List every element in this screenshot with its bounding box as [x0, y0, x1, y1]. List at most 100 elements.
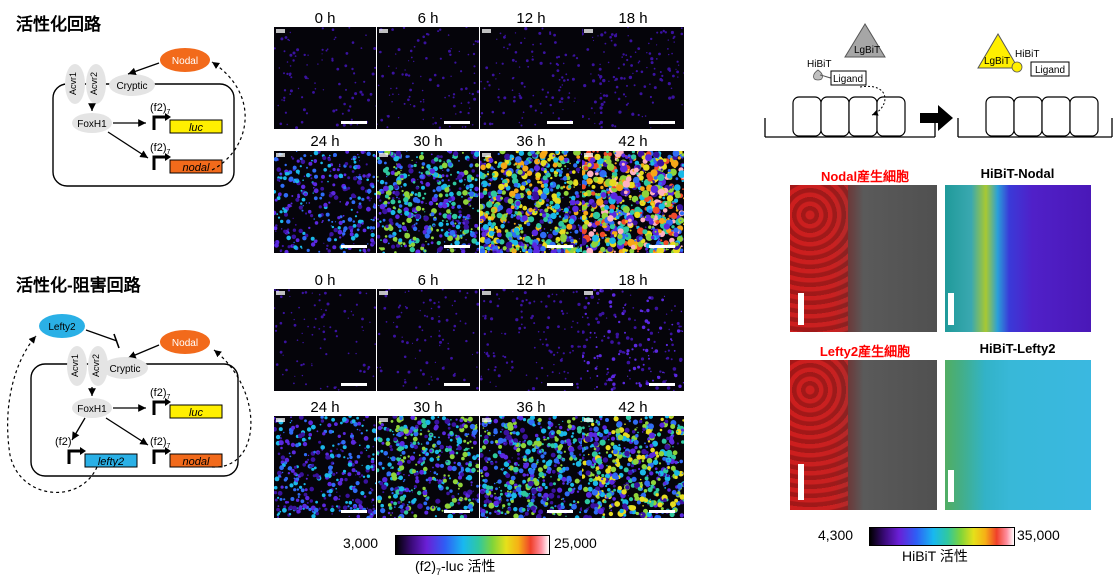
- cell-layer-after: [957, 96, 1113, 138]
- luc-gene: [169, 404, 223, 419]
- scale-bar: [948, 293, 954, 325]
- hibit-colorbar: [869, 527, 1015, 546]
- hibit-colorbar-min: 4,300: [818, 527, 854, 543]
- luminescence-image-panel: [582, 27, 684, 129]
- timepoint-label: 42 h: [618, 399, 648, 416]
- nodal-cells-image: [790, 185, 937, 332]
- luminescence-image-panel: [480, 289, 582, 391]
- nodal-gene-label: nodal: [183, 456, 210, 468]
- transition-arrow-icon: [920, 105, 953, 131]
- lefty2-gene-label: lefty2: [98, 456, 124, 468]
- hibit-colorbar-label: HiBiT 活性: [902, 548, 968, 564]
- timepoint-label: 0 h: [314, 272, 336, 289]
- luc-colorbar-label: (f2)7-luc 活性: [415, 558, 496, 577]
- scale-bar: [341, 245, 367, 248]
- scale-bar: [444, 245, 470, 248]
- timepoint-label: 36 h: [516, 133, 546, 150]
- lefty2-ligand-label: Lefty2: [48, 322, 76, 333]
- luminescence-image-panel: [377, 289, 479, 391]
- scale-bar: [341, 121, 367, 124]
- foxh1-factor: [72, 398, 112, 418]
- luminescence-image-panel: [377, 27, 479, 129]
- timepoint-label: 18 h: [618, 10, 648, 27]
- promoter-arrow-nodal: [152, 449, 166, 464]
- f2-label-nodal: (f2)7: [150, 436, 171, 450]
- luminescence-image-panel: [480, 27, 582, 129]
- luminescence-image-panel: [582, 151, 684, 253]
- promoter-arrow-luc: [152, 400, 166, 415]
- nodal-ligand: [160, 48, 210, 72]
- acvr2-label: Acvr2: [91, 354, 101, 377]
- luminescence-image-panel: [274, 151, 376, 253]
- timepoint-label: 18 h: [618, 272, 648, 289]
- luminescence-image-panel: [582, 416, 684, 518]
- cell-layer-before: [764, 96, 936, 138]
- lefty2-gene: [84, 453, 138, 468]
- timepoint-label: 36 h: [516, 399, 546, 416]
- scale-bar: [444, 383, 470, 386]
- luminescence-image-panel: [274, 416, 376, 518]
- timepoint-label: 24 h: [310, 399, 340, 416]
- activation-inhibition-circuit-title: 活性化-阻害回路: [16, 276, 141, 295]
- luc-gene-label: luc: [189, 407, 204, 419]
- luc-gene-label: luc: [189, 122, 204, 134]
- foxh1-to-nodal-arrow: [105, 417, 149, 446]
- scale-bar: [649, 383, 675, 386]
- luminescence-image-panel: [274, 27, 376, 129]
- scale-bar: [649, 510, 675, 513]
- acvr2-receptor: [86, 64, 106, 104]
- promoter-arrow-lefty2: [67, 449, 81, 464]
- timepoint-label: 42 h: [618, 133, 648, 150]
- lefty2-inhibition-line: [85, 329, 118, 342]
- scale-bar: [444, 121, 470, 124]
- luminescence-image-panel: [274, 289, 376, 391]
- hibit-lefty2-title: HiBiT-Lefty2: [979, 341, 1056, 356]
- f2-label-nodal: (f2)7: [150, 142, 171, 156]
- nodal-gene: [169, 453, 223, 468]
- luc-gene: [169, 119, 223, 134]
- promoter-arrow-nodal: [152, 155, 166, 170]
- hibit-label: HiBiT: [807, 59, 831, 70]
- scale-bar: [798, 293, 804, 325]
- lefty2-cells-title: Lefty2産生細胞: [819, 344, 911, 359]
- scale-bar: [341, 383, 367, 386]
- luc-colorbar-max: 25,000: [554, 535, 597, 551]
- f2-label-luc: (f2)7: [150, 387, 171, 401]
- timepoint-label: 30 h: [413, 399, 443, 416]
- hibit-bound-icon: [1011, 61, 1023, 73]
- luminescence-image-panel: [377, 151, 479, 253]
- nodal-gene: [169, 159, 223, 174]
- circuit-diagrams: Acvr1 Acvr2 Cryptic Nodal FoxH1 (f2)7 lu…: [7, 48, 252, 494]
- acvr1-receptor: [65, 64, 85, 104]
- foxh1-to-lefty2-arrow: [71, 417, 86, 441]
- timepoint-label: 24 h: [310, 133, 340, 150]
- timepoint-label: 12 h: [516, 10, 546, 27]
- nodal-binding-arrow: [127, 344, 160, 359]
- ligand-label-complex: Ligand: [1035, 65, 1065, 76]
- timepoint-label: 0 h: [314, 10, 336, 27]
- nodal-gene-label: nodal: [183, 162, 210, 174]
- cryptic-label: Cryptic: [109, 364, 140, 375]
- hibit-colorbar-max: 35,000: [1017, 527, 1060, 543]
- acvr1-receptor: [67, 346, 87, 386]
- hibit-nodal-image: [945, 185, 1091, 332]
- foxh1-factor: [72, 113, 112, 133]
- scale-bar: [547, 245, 573, 248]
- f2-label-luc: (f2)7: [150, 102, 171, 116]
- ligand-box-complex: [1030, 61, 1070, 77]
- lgbit-hibit-complex-icon: [977, 33, 1019, 69]
- scale-bar: [649, 245, 675, 248]
- secretion-arrow: [859, 85, 886, 116]
- scale-bar: [341, 510, 367, 513]
- cryptic-label: Cryptic: [116, 81, 147, 92]
- hibit-label-complex: HiBiT: [1015, 49, 1039, 60]
- nodal-secretion-arrow: [211, 349, 252, 468]
- f2-label-lefty2: (f2): [55, 436, 72, 448]
- hibit-tag-icon: [813, 69, 823, 81]
- acvr1-label: Acvr1: [70, 354, 80, 377]
- lefty2-inhibition-bar: [113, 333, 120, 349]
- nodal-secretion-arrow: [211, 61, 246, 171]
- ligand-label: Ligand: [833, 74, 863, 85]
- nodal-cells-title: Nodal産生細胞: [820, 169, 910, 184]
- foxh1-to-nodal-arrow: [107, 131, 149, 159]
